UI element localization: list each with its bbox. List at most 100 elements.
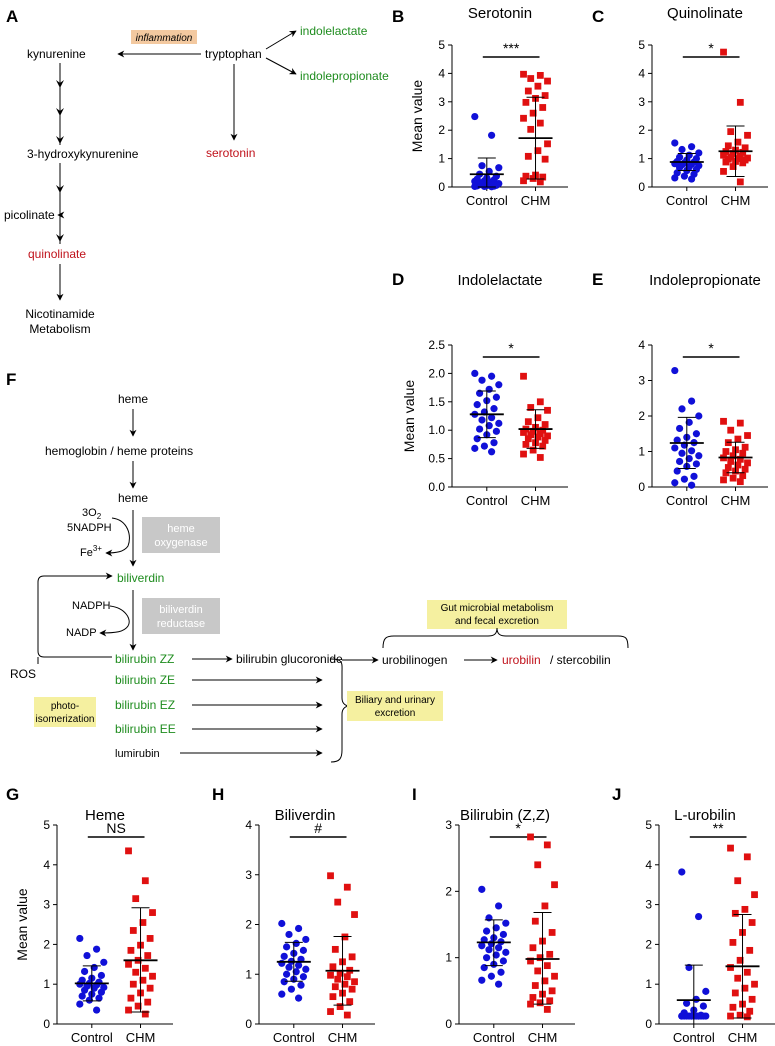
panel-label-f: F <box>6 370 16 389</box>
chart-c-chm-point <box>744 131 751 139</box>
bilirubin-ee-label: bilirubin EE <box>115 722 176 736</box>
chart-b-y-tick-label: 0 <box>438 180 445 194</box>
tryptophan-label: tryptophan <box>205 47 262 61</box>
chart-c-y-tick-label: 1 <box>638 152 645 166</box>
chart-d-control-point <box>488 372 496 380</box>
chart-e-chm-point <box>744 432 751 439</box>
chart-j-chm-point <box>729 1003 737 1011</box>
chart-e-control-point <box>692 430 701 438</box>
chart-h-chm-point <box>327 971 334 979</box>
fe-label: Fe3+ <box>80 544 102 559</box>
chart-c-y-tick-label: 3 <box>638 95 645 109</box>
chart-j-control-point <box>695 912 703 921</box>
chart-e: Indolepropionate 0 1 2 3 4 Control CHM * <box>638 272 768 508</box>
chart-b-x-tick-label: Control <box>466 193 508 208</box>
biliary-label-2: excretion <box>375 708 416 719</box>
chart-b-chm-point <box>534 82 542 90</box>
chart-g-y-tick-label: 0 <box>43 1017 50 1031</box>
chart-j-chm-point <box>727 964 734 971</box>
pathway-f: heme hemoglobin / heme proteins heme 3O2… <box>10 392 629 763</box>
chart-e-control-point <box>678 449 686 457</box>
chart-d-chm-point <box>539 442 547 450</box>
chart-i-chm-point <box>534 861 542 869</box>
panel-label-a: A <box>6 7 18 26</box>
chart-h-control-point <box>297 981 305 989</box>
chart-i-chm-point <box>548 929 556 936</box>
chart-g-chm-point <box>129 927 137 934</box>
chart-d-chm-point <box>534 433 542 441</box>
chart-d-y-label: Mean value <box>401 380 417 453</box>
chart-c-chm-point <box>741 144 749 152</box>
chart-h-control-point <box>295 961 303 969</box>
chart-d: Indolelactate 0.0 0.5 1.0 1.5 2.0 2.5 Mean valu… <box>401 272 568 508</box>
pathway-a: inflammation tryptophan kynurenine indol… <box>4 24 389 336</box>
chart-b-y-label: Mean value <box>409 80 425 153</box>
chart-e-chm-point <box>734 461 742 469</box>
chart-b-chm-point <box>522 172 530 180</box>
chart-h-chm-point <box>343 1011 351 1019</box>
chart-j-control-point <box>678 1012 686 1020</box>
chart-i-title: Bilirubin (Z,Z) <box>460 807 550 824</box>
chart-e-chm-point <box>720 417 727 425</box>
chart-i-chm-point <box>536 999 544 1007</box>
chart-b-chm-point <box>536 119 544 127</box>
chart-e-control-point <box>671 479 679 487</box>
chart-i-control-point <box>499 957 507 965</box>
chart-h-chm-point <box>336 1003 344 1010</box>
chart-e-chm-point <box>736 478 744 486</box>
chart-h-y-tick-label: 4 <box>245 818 252 832</box>
bilirubin-ez-label: bilirubin EZ <box>115 698 175 712</box>
gut-label-2: and fecal excretion <box>455 616 539 627</box>
chart-d-chm-point <box>544 406 551 414</box>
chart-i-chm-point <box>531 917 539 925</box>
chart-d-control-point <box>485 422 493 430</box>
chart-b-y-tick-label: 4 <box>438 66 445 80</box>
nadph-5-label: 5NADPH <box>67 522 112 534</box>
chart-h-control-point <box>285 930 293 939</box>
chart-g-control-point <box>81 986 89 994</box>
chart-d-chm-point <box>524 418 532 426</box>
chart-i-control-point <box>495 980 503 988</box>
chart-e-chm-point <box>736 419 744 427</box>
chart-i-control-point <box>492 924 500 932</box>
chart-d-control-point <box>490 439 498 447</box>
chart-e-chm-point <box>722 448 730 455</box>
chart-b-control-point <box>471 112 479 121</box>
chart-i: Bilirubin (Z,Z) 0 1 2 3 Control CHM * <box>445 807 575 1045</box>
chart-g-chm-point <box>125 960 132 968</box>
chart-h-title: Biliverdin <box>275 807 336 824</box>
chart-g-control-point <box>100 958 108 966</box>
nadp-label: NADP <box>66 627 97 639</box>
chart-j-control-point <box>685 963 693 972</box>
chart-d-chm-point <box>539 426 547 434</box>
chart-j-chm-point <box>729 939 737 946</box>
chart-g-chm-point <box>132 895 140 903</box>
chart-h-control-point <box>287 985 295 993</box>
chart-b-chm-point <box>541 155 549 163</box>
chart-c-chm-point <box>734 138 742 146</box>
fe-sup: 3+ <box>93 544 102 553</box>
chart-h-control-point <box>302 935 310 944</box>
chart-h-control-point <box>278 990 286 998</box>
chart-d-chm-point <box>534 414 542 422</box>
chart-h-control-point <box>292 939 300 948</box>
chart-b-y-tick-label: 5 <box>438 38 445 52</box>
chart-b-chm-point <box>539 173 547 181</box>
chart-i-control-point <box>478 976 486 984</box>
chart-g-chm-point <box>149 972 156 980</box>
chart-e-significance-label: * <box>708 340 714 356</box>
reductase-box <box>142 598 220 634</box>
chart-h-control-point <box>295 994 303 1002</box>
panel-label-h: H <box>212 785 224 804</box>
chart-h-chm-point <box>343 973 351 981</box>
chart-i-control-point <box>485 914 493 922</box>
panel-label-d: D <box>392 270 404 289</box>
chart-c-chm-point <box>720 151 727 159</box>
chart-e-chm-point <box>736 455 744 463</box>
chart-g-chm-point <box>127 946 135 954</box>
chart-b-control-point <box>488 131 496 139</box>
chart-h-chm-point <box>329 963 337 971</box>
chart-g-control-point <box>76 1000 84 1008</box>
chart-j-chm-point <box>727 844 734 852</box>
chart-h-chm-point <box>351 978 358 986</box>
